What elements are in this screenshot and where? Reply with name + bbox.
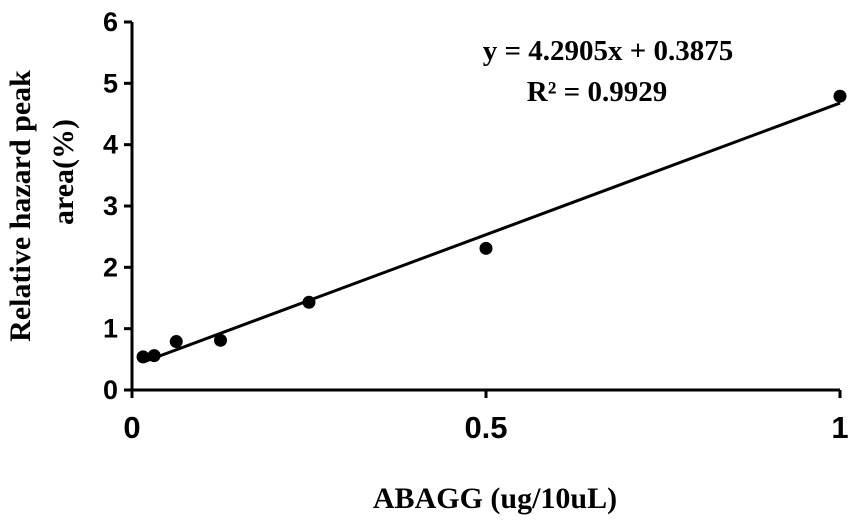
y-tick-label: 5: [103, 68, 118, 98]
x-tick-label: 1: [831, 410, 848, 445]
data-point: [479, 241, 493, 255]
data-point: [214, 333, 227, 347]
x-axis-ticks: 0 0.5 1: [123, 390, 849, 445]
y-axis-title: Relative hazard peak: [4, 70, 37, 342]
x-axis-title: ABAGG (ug/10uL): [373, 482, 617, 515]
x-tick-label: 0: [123, 410, 140, 445]
data-point: [833, 89, 847, 103]
x-tick-label: 0.5: [464, 410, 507, 445]
y-axis-title-line-1: Relative hazard peak: [4, 70, 37, 342]
y-tick-label: 4: [103, 130, 118, 160]
y-tick-label: 1: [103, 314, 118, 344]
data-point: [302, 295, 316, 309]
y-tick-label: 0: [103, 375, 118, 405]
data-point: [136, 350, 150, 364]
y-tick-label: 6: [103, 7, 118, 37]
data-points: [136, 89, 847, 364]
data-point: [147, 349, 161, 363]
data-point: [169, 335, 183, 349]
trendline-equation: y = 4.2905x + 0.3875: [483, 35, 734, 67]
trendline-r-squared: R² = 0.9929: [527, 76, 667, 108]
y-axis-title-2: area(%): [47, 119, 80, 225]
y-axis-title-line-2: area(%): [47, 119, 80, 225]
y-axis-ticks: 0 1 2 3 4 5 6: [103, 7, 132, 405]
y-tick-label: 3: [103, 191, 118, 221]
trendline: [142, 101, 841, 364]
y-tick-label: 2: [103, 252, 118, 282]
